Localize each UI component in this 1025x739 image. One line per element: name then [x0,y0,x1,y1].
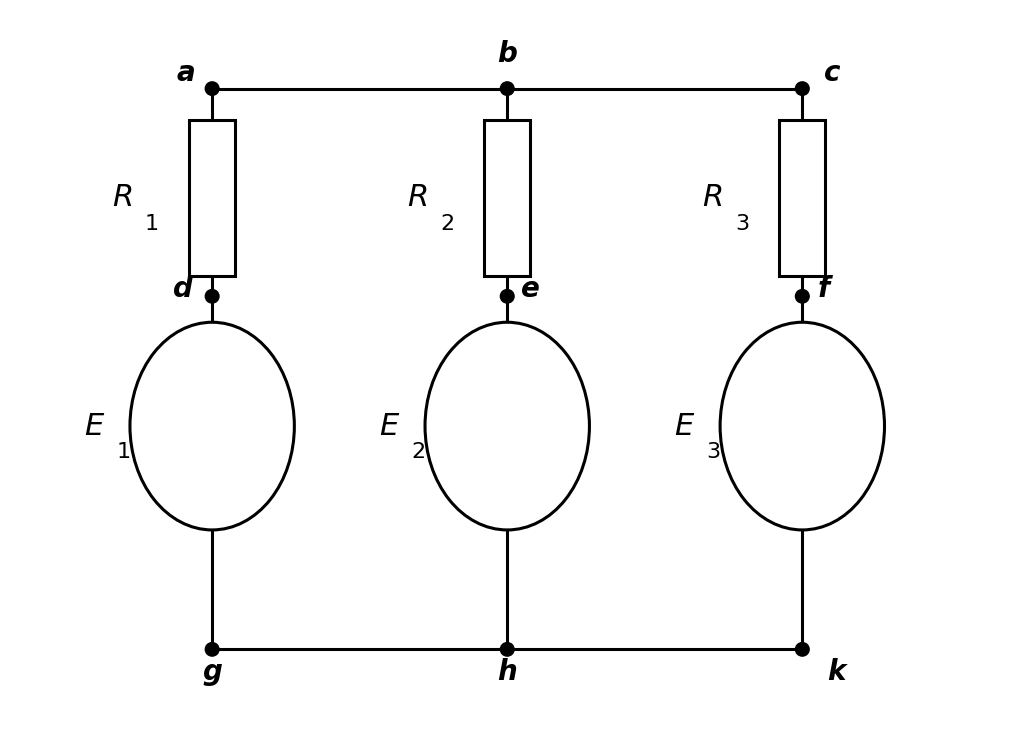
Text: 3: 3 [735,214,749,234]
Text: d: d [172,275,193,303]
Text: 2: 2 [412,442,425,462]
Text: a: a [176,59,195,87]
Bar [779,120,825,276]
Circle shape [795,643,809,656]
Text: E: E [379,412,399,440]
Text: R: R [112,183,133,212]
Circle shape [795,290,809,303]
Ellipse shape [721,322,885,530]
Text: E: E [84,412,104,440]
Bar [189,120,236,276]
Ellipse shape [130,322,294,530]
Text: g: g [202,658,222,687]
Text: R: R [407,183,428,212]
Circle shape [500,82,515,95]
Text: 1: 1 [145,214,159,234]
Ellipse shape [425,322,589,530]
Circle shape [205,290,219,303]
Text: 1: 1 [117,442,131,462]
Circle shape [500,643,515,656]
Circle shape [205,643,219,656]
Text: e: e [521,275,540,303]
Bar [484,120,530,276]
Circle shape [205,82,219,95]
Text: b: b [497,41,518,68]
Circle shape [500,290,515,303]
Text: h: h [497,658,517,687]
Text: E: E [674,412,694,440]
Text: 3: 3 [706,442,721,462]
Text: k: k [827,658,846,687]
Text: c: c [823,59,840,87]
Circle shape [795,82,809,95]
Text: R: R [702,183,724,212]
Text: f: f [817,275,829,303]
Text: 2: 2 [440,214,454,234]
